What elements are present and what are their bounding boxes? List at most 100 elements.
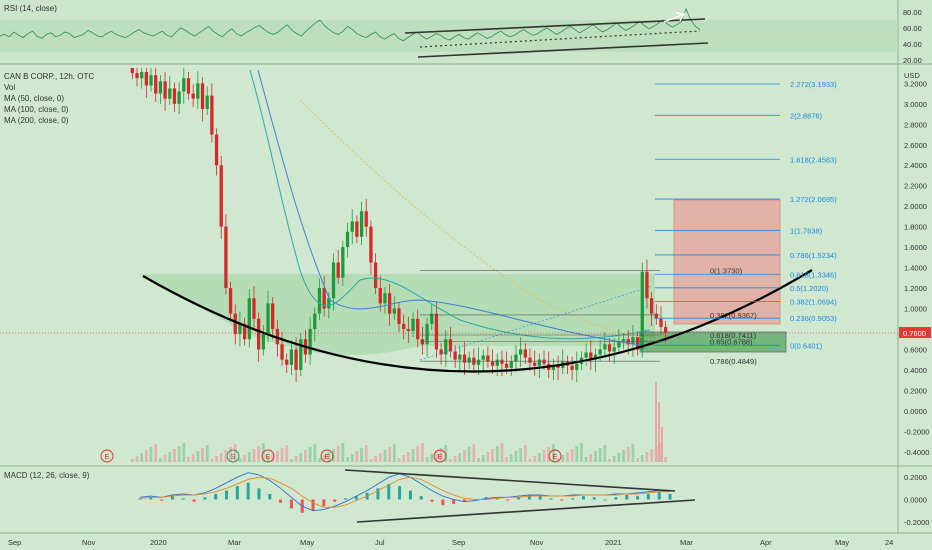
last-price-tag: [899, 327, 931, 339]
volume-bar: [233, 444, 237, 462]
price-tick-label: -0.2000: [904, 427, 929, 436]
candle-body: [570, 365, 574, 370]
rsi-title: RSI (14, close): [4, 4, 57, 13]
candle-body: [144, 72, 149, 86]
volume-bar: [640, 455, 644, 462]
volume-bar: [402, 455, 406, 462]
volume-bar: [608, 459, 611, 462]
macd-histogram-bar: [646, 493, 650, 500]
volume-bar: [173, 449, 176, 462]
volume-bar: [533, 456, 537, 462]
candle-body: [509, 361, 513, 368]
volume-bar: [636, 458, 639, 462]
volume-bar: [472, 444, 476, 462]
candle-body: [186, 78, 191, 94]
volume-bar: [603, 445, 607, 462]
volume-bar: [495, 446, 499, 462]
candle-body: [280, 344, 284, 360]
volume-bar: [537, 453, 541, 462]
candle-body: [252, 298, 256, 319]
volume-bar: [594, 451, 597, 462]
price-tick-label: 3.0000: [904, 100, 927, 109]
volume-bar: [266, 457, 270, 462]
candle-body: [617, 341, 621, 348]
price-tick-label: 1.4000: [904, 264, 927, 273]
volume-bar: [612, 456, 616, 462]
macd-histogram-bar: [311, 499, 315, 511]
stop-zone: [639, 331, 787, 353]
candle-body: [434, 313, 439, 350]
ma100-line: [257, 69, 641, 346]
price-tick-label: 0.6000: [904, 345, 927, 354]
macd-histogram-bar: [257, 488, 261, 500]
macd-signal-line: [139, 476, 670, 508]
candle-body: [402, 323, 406, 329]
macd-histogram-bar: [592, 497, 596, 500]
volume-bar: [224, 450, 228, 462]
candle-body: [364, 211, 368, 227]
indicator-vol: Vol: [4, 83, 15, 92]
time-tick-label: 24: [885, 538, 893, 547]
time-tick-label: Mar: [680, 538, 693, 547]
candle-body: [228, 288, 233, 314]
volume-bar: [481, 455, 485, 462]
volume-bar: [318, 458, 321, 462]
candle-body: [654, 313, 658, 319]
macd-histogram-bar: [268, 493, 272, 500]
earnings-marker-circle: [226, 449, 240, 463]
candle-body: [355, 221, 359, 237]
volume-bar: [486, 452, 490, 462]
macd-wedge-upper: [344, 469, 676, 492]
price-tick-label: 3.2000: [904, 79, 927, 88]
candle-body: [378, 288, 382, 304]
volume-bar: [210, 459, 214, 462]
earnings-marker-label: E: [553, 452, 558, 461]
volume-bar: [617, 453, 621, 462]
volume-bar: [425, 457, 429, 462]
candle-body: [388, 293, 392, 314]
volume-bar: [247, 452, 251, 462]
macd-histogram-bar: [149, 497, 153, 500]
price-tick-label: 2.0000: [904, 202, 927, 211]
candle-body: [299, 339, 303, 370]
candle-body: [359, 211, 364, 237]
volume-bar: [271, 454, 275, 462]
fib-level-label: 0.618(1.3346): [790, 270, 837, 279]
candle-body: [420, 339, 425, 345]
macd-tick-label: 0.2000: [904, 473, 927, 482]
candle-body: [373, 262, 378, 289]
candle-body: [289, 349, 294, 365]
volume-bar: [144, 450, 148, 462]
macd-histogram-bar: [235, 486, 239, 500]
candle-body: [242, 323, 247, 340]
candle-body: [224, 226, 228, 289]
volume-bar: [327, 452, 331, 462]
macd-histogram-bar: [517, 497, 521, 500]
volume-bar: [285, 445, 289, 462]
volume-bar: [369, 459, 373, 462]
time-tick-label: 2021: [605, 538, 622, 547]
fib-level-label: 2.272(3.1933): [790, 80, 837, 89]
earnings-marker-circle: [548, 449, 562, 463]
candle-body: [649, 298, 654, 314]
volume-bar: [449, 459, 452, 462]
volume-bar: [374, 456, 378, 462]
candle-body: [490, 361, 495, 366]
time-tick-label: Sep: [8, 538, 21, 547]
candle-body: [504, 363, 509, 368]
volume-bar: [332, 449, 335, 462]
volume-bar: [336, 446, 340, 462]
candle-body: [631, 337, 635, 345]
candle-body: [196, 83, 200, 99]
fib-level-label: 1.618(2.4583): [790, 155, 837, 164]
volume-bar: [304, 450, 307, 462]
volume-bar: [322, 455, 326, 462]
candle-body: [444, 339, 448, 355]
macd-histogram-bar: [246, 482, 250, 500]
price-tick-label: 1.6000: [904, 243, 927, 252]
candle-body: [458, 354, 462, 360]
candle-body: [341, 247, 345, 278]
candle-body: [130, 68, 134, 74]
macd-histogram-bar: [603, 499, 607, 501]
